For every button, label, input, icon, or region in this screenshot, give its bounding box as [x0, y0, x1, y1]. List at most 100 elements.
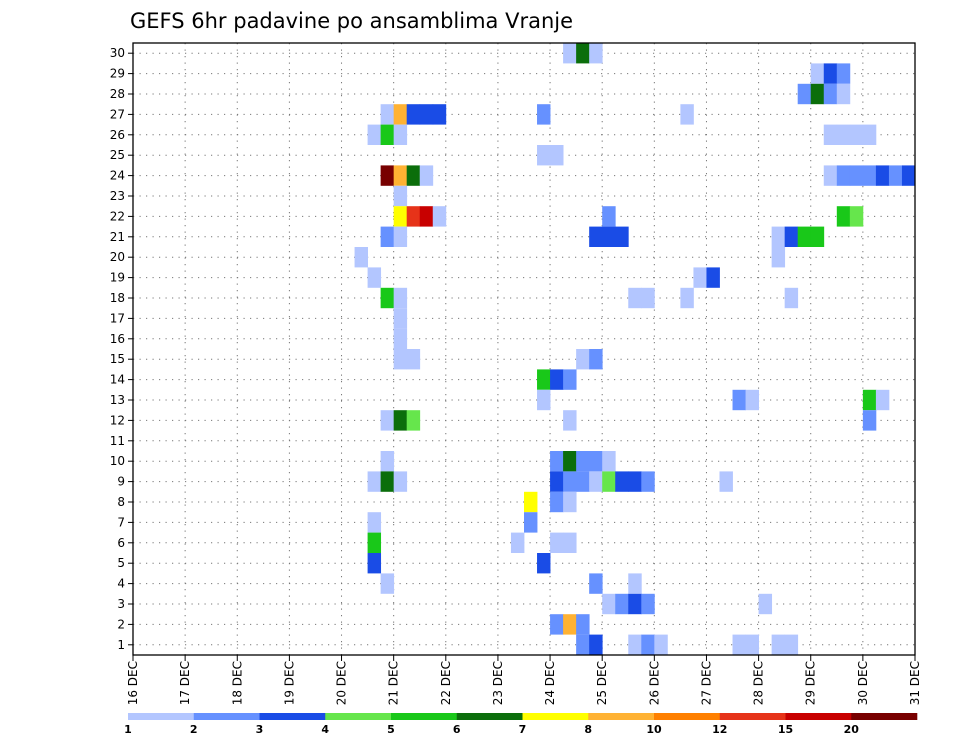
heatmap-cell	[589, 349, 603, 370]
heatmap-cell	[589, 634, 603, 655]
colorbar-segment	[259, 713, 326, 720]
colorbar-label: 12	[712, 723, 727, 736]
heatmap-cell	[563, 410, 577, 431]
heatmap-cell	[745, 389, 759, 411]
colorbar-label: 1	[124, 723, 132, 736]
heatmap-cell	[602, 471, 616, 492]
heatmap-cell	[419, 206, 434, 227]
heatmap-cell	[693, 267, 707, 288]
y-tick-label: 19	[110, 271, 125, 285]
heatmap-cell	[888, 165, 903, 186]
heatmap-cell	[901, 165, 916, 186]
colorbar-segment	[851, 713, 918, 720]
heatmap-cell	[576, 349, 590, 370]
heatmap-cell	[380, 451, 395, 472]
heatmap-cell	[862, 165, 877, 186]
heatmap-cell	[563, 614, 577, 635]
heatmap-cell	[380, 410, 395, 431]
colorbar-label: 8	[584, 723, 592, 736]
colorbar-label: 7	[519, 723, 527, 736]
heatmap-cell	[367, 471, 382, 492]
heatmap-cell	[849, 206, 864, 227]
colorbar-segment	[654, 713, 721, 720]
heatmap-cell	[641, 634, 655, 655]
heatmap-cell	[406, 349, 421, 370]
x-tick-label: 23 DEC	[491, 661, 505, 705]
heatmap-cell	[367, 553, 382, 574]
heatmap-cell	[393, 349, 408, 370]
x-tick-label: 17 DEC	[178, 661, 192, 705]
heatmap-cell	[680, 104, 694, 125]
y-tick-label: 23	[110, 189, 125, 203]
heatmap-cell	[823, 63, 838, 84]
x-tick-label: 27 DEC	[699, 661, 713, 705]
y-tick-label: 26	[110, 128, 125, 142]
heatmap-cell	[576, 451, 590, 472]
heatmap-cell	[836, 83, 851, 105]
heatmap-cell	[628, 593, 642, 615]
heatmap-cell	[510, 532, 525, 553]
heatmap-cell	[406, 104, 421, 125]
heatmap-cell	[797, 226, 812, 247]
heatmap-cell	[771, 634, 786, 655]
heatmap-cell	[550, 369, 564, 390]
heatmap-cell	[810, 83, 825, 105]
heatmap-cell	[550, 532, 564, 553]
colorbar-legend: 1 2 3 4 5 6 7 8 10 12 15 20	[124, 713, 918, 736]
heatmap-cell	[602, 226, 616, 247]
heatmap-cell	[784, 226, 799, 247]
heatmap-cell	[550, 491, 564, 513]
y-tick-label: 18	[110, 291, 125, 305]
heatmap-cell	[537, 104, 551, 125]
heatmap-cell	[432, 104, 447, 125]
heatmap-cell	[589, 471, 603, 492]
heatmap-cell	[550, 614, 564, 635]
colorbar-label: 15	[778, 723, 793, 736]
heatmap-cell	[380, 287, 395, 309]
heatmap-cell	[563, 471, 577, 492]
x-tick-label: 16 DEC	[126, 661, 140, 705]
x-tick-label: 30 DEC	[856, 661, 870, 705]
x-tick-label: 19 DEC	[282, 661, 296, 705]
heatmap-cell	[524, 512, 538, 533]
heatmap-cell	[380, 471, 395, 492]
heatmap-cell	[354, 247, 368, 268]
heatmap-cell	[628, 573, 642, 594]
x-tick-label: 31 DEC	[908, 661, 922, 705]
heatmap-cells	[354, 43, 916, 655]
heatmap-cell	[367, 532, 382, 553]
heatmap-cell	[537, 389, 551, 411]
heatmap-cell	[836, 124, 851, 145]
colorbar-label: 3	[256, 723, 264, 736]
heatmap-cell	[380, 124, 395, 145]
y-tick-label: 29	[110, 67, 125, 81]
colorbar-segment	[588, 713, 655, 720]
y-tick-label: 15	[110, 352, 125, 366]
heatmap-cell	[393, 410, 408, 431]
y-tick-label: 2	[117, 617, 125, 631]
heatmap-cell	[380, 165, 395, 186]
heatmap-cell	[393, 124, 408, 145]
heatmap-cell	[823, 124, 838, 145]
heatmap-cell	[380, 226, 395, 247]
heatmap-cell	[406, 206, 421, 227]
heatmap-cell	[380, 573, 395, 594]
heatmap-cell	[563, 43, 577, 64]
heatmap-cell	[771, 226, 786, 247]
heatmap-cell	[628, 287, 642, 309]
heatmap-cell	[615, 593, 629, 615]
x-tick-label: 18 DEC	[230, 661, 244, 705]
heatmap-cell	[602, 593, 616, 615]
heatmap-cell	[641, 593, 655, 615]
heatmap-cell	[823, 83, 838, 105]
heatmap-cell	[862, 410, 877, 431]
heatmap-cell	[393, 287, 408, 309]
heatmap-cell	[628, 634, 642, 655]
heatmap-cell	[654, 634, 668, 655]
x-tick-label: 26 DEC	[647, 661, 661, 705]
heatmap-cell	[550, 451, 564, 472]
y-tick-label: 20	[110, 250, 125, 264]
y-tick-label: 1	[117, 638, 125, 652]
heatmap-cell	[784, 634, 799, 655]
heatmap-cell	[589, 573, 603, 594]
